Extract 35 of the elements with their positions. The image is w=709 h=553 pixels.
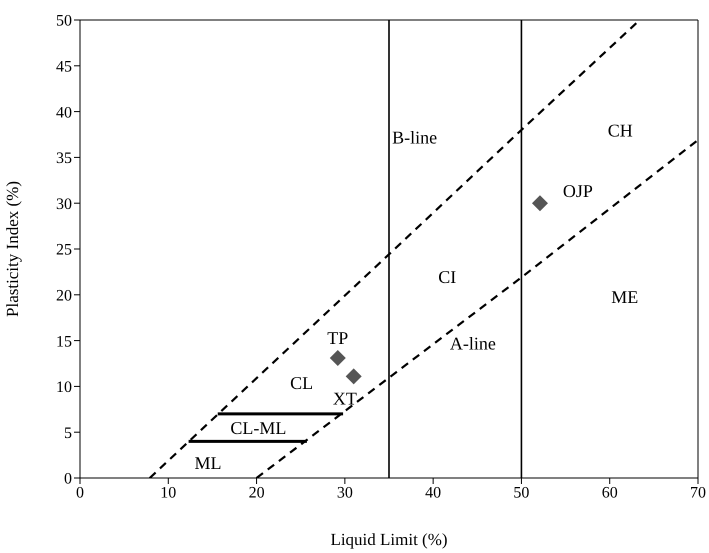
annotation: CL (290, 373, 314, 394)
y-tick-label: 40 (56, 104, 72, 122)
annotation: ME (611, 287, 638, 308)
y-tick-label: 20 (56, 287, 72, 304)
x-tick-label: 70 (690, 484, 706, 502)
y-tick-label: 0 (64, 470, 72, 488)
y-tick-label: 5 (64, 424, 72, 442)
y-tick-label: 10 (56, 379, 72, 396)
x-tick-label: 30 (336, 484, 353, 502)
annotation: TP (327, 328, 348, 348)
annotation: B-line (392, 128, 438, 148)
annotation: XT (332, 388, 357, 409)
annotation: A-line (450, 334, 496, 354)
y-tick-label: 30 (56, 196, 72, 213)
annotation: ML (194, 452, 222, 473)
x-tick-label: 20 (248, 484, 265, 502)
annotation: CH (608, 120, 633, 140)
y-tick-label: 45 (56, 58, 72, 76)
annotation: OJP (562, 180, 593, 201)
point (532, 195, 548, 212)
point (346, 368, 362, 384)
y-tick-label: 25 (56, 242, 72, 259)
x-tick-label: 0 (76, 484, 84, 502)
y-axis-title: Plasticity Index (%) (3, 181, 22, 317)
x-tick-label: 60 (602, 484, 618, 502)
x-axis-title: Liquid Limit (%) (330, 530, 448, 549)
y-tick-label: 35 (56, 150, 72, 168)
x-tick-label: 10 (160, 484, 176, 502)
x-tick-label: 40 (425, 484, 442, 502)
point (330, 350, 346, 366)
y-tick-label: 15 (56, 333, 72, 350)
x-tick-label: 50 (513, 484, 530, 502)
annotation: CL-ML (230, 418, 286, 438)
y-tick-label: 50 (56, 12, 72, 30)
annotation: CI (438, 266, 456, 287)
